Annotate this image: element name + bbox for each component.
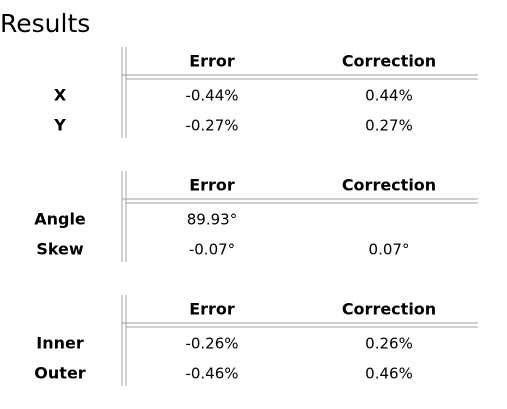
cell-value: 0.27% [365,117,413,135]
cell-value: -0.44% [185,87,238,105]
cell-value: -0.46% [185,365,238,383]
results-title: Results [0,9,90,38]
cell-value: 0.26% [365,335,413,353]
cell-value: 0.07° [369,241,410,259]
cell-value: -0.07° [189,241,235,259]
row-label: Outer [34,364,85,383]
cell-value: 0.44% [365,87,413,105]
column-header: Correction [342,300,436,319]
cell-value: -0.27% [185,117,238,135]
row-label: X [54,86,67,105]
cell-value: -0.26% [185,335,238,353]
row-label: Skew [36,240,84,259]
column-header: Correction [342,52,436,71]
column-header: Error [189,176,235,195]
row-label: Angle [34,210,86,229]
column-header: Correction [342,176,436,195]
row-label: Inner [36,334,84,353]
cell-value: 89.93° [187,211,237,229]
column-header: Error [189,300,235,319]
column-header: Error [189,52,235,71]
cell-value: 0.46% [365,365,413,383]
row-label: Y [53,116,66,135]
